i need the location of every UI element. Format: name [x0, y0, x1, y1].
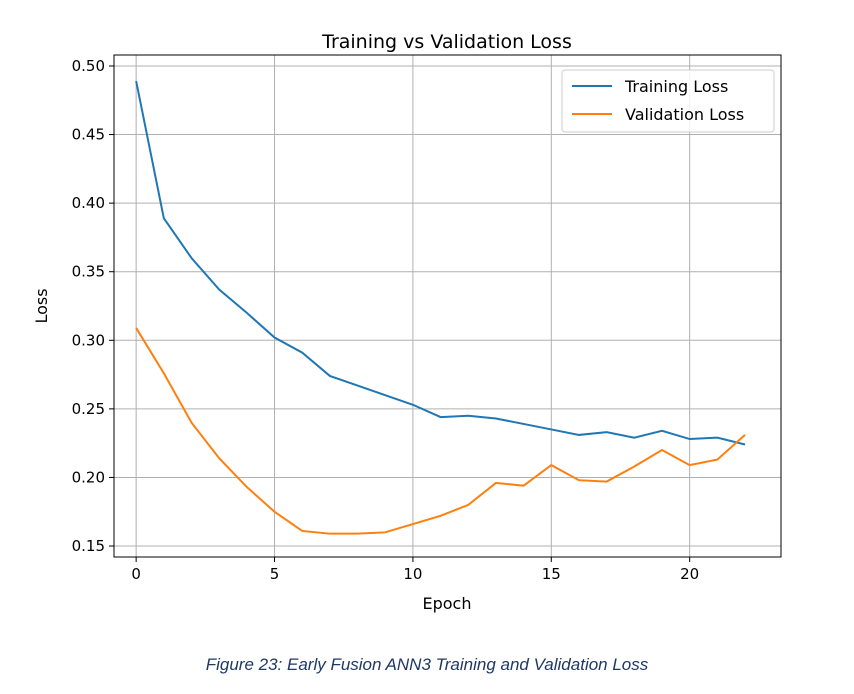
y-axis-label: Loss	[32, 288, 51, 323]
figure-caption: Figure 23: Early Fusion ANN3 Training an…	[205, 655, 649, 674]
x-tick-label: 5	[270, 565, 280, 583]
x-tick-label: 15	[542, 565, 561, 583]
x-tick-label: 10	[403, 565, 422, 583]
series-line-training	[135, 80, 746, 446]
legend-label-validation: Validation Loss	[625, 105, 744, 124]
y-tick-label: 0.20	[72, 468, 105, 486]
chart-title: Training vs Validation Loss	[321, 31, 572, 53]
loss-chart: Training vs Validation Loss 0 5 10 15 20 0.15…	[32, 31, 782, 613]
y-tick-label: 0.45	[72, 126, 105, 144]
y-tick-label: 0.35	[72, 263, 105, 281]
y-tick-label: 0.30	[72, 331, 105, 349]
series-line-validation	[135, 327, 746, 535]
y-tick-label: 0.50	[72, 57, 105, 75]
x-tick-label: 0	[131, 565, 141, 583]
x-axis-label: Epoch	[423, 594, 472, 613]
x-tick-label: 20	[680, 565, 699, 583]
y-tick-label: 0.25	[72, 400, 105, 418]
legend: Training Loss Validation Loss	[561, 69, 775, 133]
legend-label-training: Training Loss	[624, 77, 728, 96]
y-tick-label: 0.15	[72, 537, 105, 555]
plot-frame	[113, 54, 782, 558]
y-tick-label: 0.40	[72, 194, 105, 212]
